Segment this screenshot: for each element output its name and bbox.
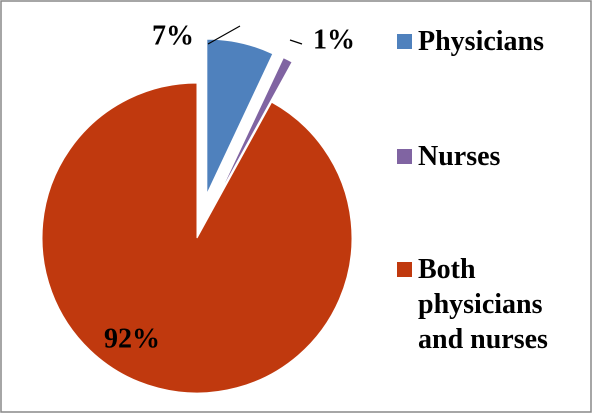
legend-swatch bbox=[397, 34, 412, 49]
legend-swatch bbox=[397, 149, 412, 164]
leader-line bbox=[207, 25, 241, 45]
data-label: 7% bbox=[152, 20, 194, 51]
legend-swatch bbox=[397, 262, 412, 277]
pie-slice bbox=[41, 82, 353, 394]
data-label: 92% bbox=[104, 323, 160, 354]
legend-label: Both physicians and nurses bbox=[418, 254, 548, 355]
pie-slice bbox=[216, 56, 293, 199]
leader-line bbox=[289, 39, 303, 45]
pie-slice bbox=[206, 38, 274, 195]
legend-label: Nurses bbox=[418, 141, 501, 172]
legend-label: Physicians bbox=[418, 26, 545, 57]
data-label: 1% bbox=[313, 24, 355, 55]
